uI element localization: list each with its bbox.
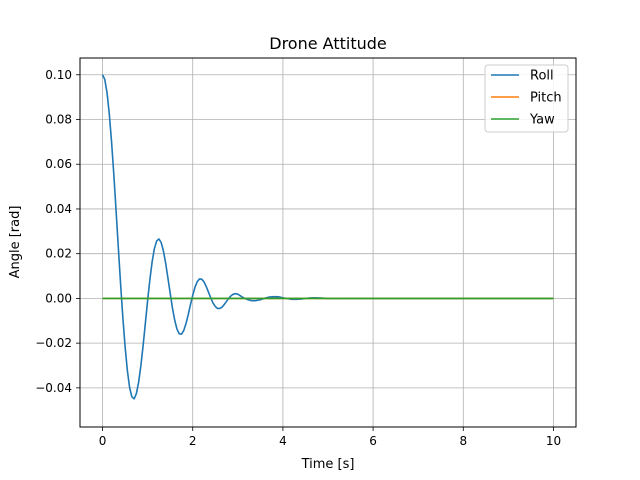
y-tick-label: 0.02 xyxy=(45,247,72,261)
y-tick-label: 0.10 xyxy=(45,68,72,82)
y-axis: −0.04 −0.02 0.00 0.02 0.04 0.06 0.08 0.10 xyxy=(35,68,80,395)
x-tick-label: 10 xyxy=(546,434,561,448)
legend-label-yaw: Yaw xyxy=(529,113,555,128)
legend-label-roll: Roll xyxy=(530,69,554,84)
y-axis-label: Angle [rad] xyxy=(8,206,23,279)
legend-box xyxy=(484,64,569,133)
x-axis: 0 2 4 6 8 10 xyxy=(99,427,561,448)
plot-frame xyxy=(79,57,577,428)
y-tick-label: 0.00 xyxy=(45,291,72,305)
series-layer xyxy=(101,74,554,400)
x-tick-label: 6 xyxy=(369,434,377,448)
y-tick-label: −0.02 xyxy=(35,336,72,350)
x-axis-label: Time [s] xyxy=(301,457,355,472)
y-tick-label: 0.04 xyxy=(45,202,72,216)
x-tick-label: 8 xyxy=(459,434,467,448)
legend: Roll Pitch Yaw xyxy=(484,64,569,133)
chart-title: Drone Attitude xyxy=(269,34,386,53)
x-tick-label: 0 xyxy=(99,434,107,448)
legend-label-pitch: Pitch xyxy=(530,91,562,106)
x-tick-label: 2 xyxy=(189,434,197,448)
y-tick-label: 0.08 xyxy=(45,113,72,127)
y-tick-label: −0.04 xyxy=(35,381,72,395)
y-tick-label: 0.06 xyxy=(45,157,72,171)
x-tick-label: 4 xyxy=(279,434,287,448)
